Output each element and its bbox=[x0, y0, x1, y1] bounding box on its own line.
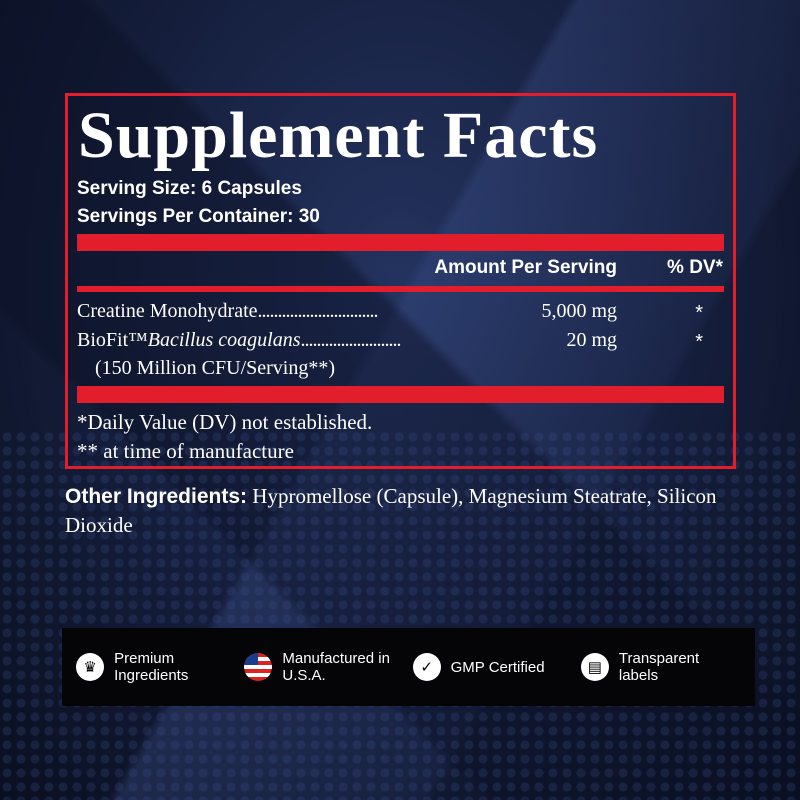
panel-title: Supplement Facts bbox=[78, 99, 599, 172]
ingredient-dv: * bbox=[695, 331, 703, 353]
divider-bar bbox=[77, 386, 724, 403]
ingredient-dv: * bbox=[695, 302, 703, 324]
footnote: *Daily Value (DV) not established. bbox=[77, 410, 373, 434]
footnote: ** at time of manufacture bbox=[77, 439, 294, 463]
badge-gmp: ✓ GMP Certified bbox=[412, 653, 573, 681]
header-dv: % DV* bbox=[667, 257, 723, 278]
badge-usa: Manufactured in U.S.A. bbox=[244, 650, 404, 684]
ingredient-row: BioFit™Bacillus coagulans...............… bbox=[77, 329, 402, 351]
hex-pattern bbox=[0, 430, 800, 800]
crown-icon: ♛ bbox=[76, 653, 105, 681]
divider-bar bbox=[77, 286, 724, 292]
ingredient-row: Creatine Monohydrate....................… bbox=[77, 300, 379, 322]
us-flag-icon bbox=[244, 653, 273, 681]
ingredient-note: (150 Million CFU/Serving**) bbox=[95, 357, 336, 379]
ingredient-amount: 20 mg bbox=[566, 329, 617, 351]
other-ingredients: Other Ingredients: Hypromellose (Capsule… bbox=[65, 484, 717, 537]
badge-transparent: ▤ Transparent labels bbox=[580, 650, 741, 684]
supplement-facts-panel: Supplement Facts Serving Size: 6 Capsule… bbox=[65, 93, 736, 469]
servings-per-container: Servings Per Container: 30 bbox=[77, 206, 320, 227]
badge-strip: ♛ Premium Ingredients Manufactured in U.S… bbox=[62, 628, 755, 706]
divider-bar bbox=[77, 234, 724, 251]
badge-check-icon: ✓ bbox=[412, 653, 441, 681]
ingredient-amount: 5,000 mg bbox=[541, 300, 617, 322]
badge-premium: ♛ Premium Ingredients bbox=[76, 650, 236, 684]
serving-size: Serving Size: 6 Capsules bbox=[77, 178, 302, 199]
label-icon: ▤ bbox=[580, 653, 609, 681]
header-amount: Amount Per Serving bbox=[434, 257, 617, 278]
